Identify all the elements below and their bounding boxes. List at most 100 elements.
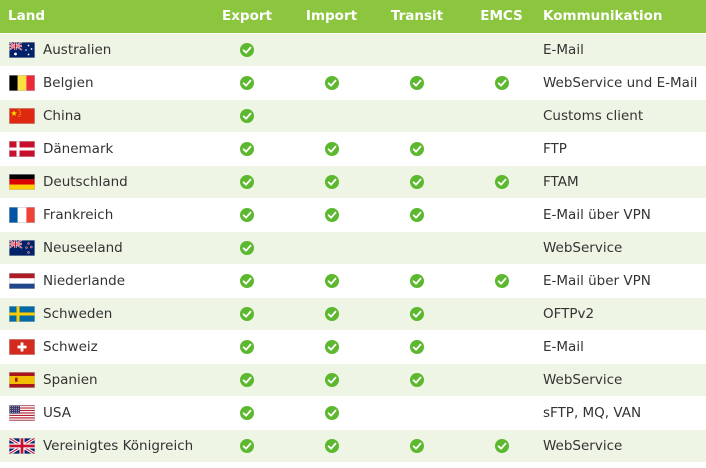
check-icon <box>324 306 339 322</box>
table-row: Spanien WebService <box>0 363 706 396</box>
check-icon <box>240 207 254 223</box>
table-row: Dänemark FTP <box>0 132 706 165</box>
cell-export <box>205 363 289 396</box>
check-icon <box>324 141 339 157</box>
check-icon <box>324 438 339 454</box>
country-name: Neuseeland <box>43 239 123 256</box>
flag-united-kingdom-icon <box>0 429 43 462</box>
cell-emcs <box>460 33 543 66</box>
cell-import <box>289 396 374 429</box>
flag-switzerland-icon <box>0 330 43 363</box>
communication-method: sFTP, MQ, VAN <box>543 404 642 421</box>
country-name: Dänemark <box>43 140 114 157</box>
check-icon <box>240 438 254 454</box>
communication-method: OFTPv2 <box>543 305 595 322</box>
check-icon <box>494 273 509 289</box>
check-icon <box>324 339 339 355</box>
table-row: Niederlande E-Mail über VPN <box>0 264 706 297</box>
cell-export <box>205 297 289 330</box>
check-icon <box>240 42 254 58</box>
cell-emcs <box>460 99 543 132</box>
country-name: China <box>43 107 82 124</box>
communication-method: WebService und E-Mail <box>543 74 698 91</box>
country-name: Schweiz <box>43 338 98 355</box>
check-icon <box>240 108 254 124</box>
communication-method: Customs client <box>543 107 644 124</box>
communication-method: E-Mail <box>543 41 584 58</box>
flag-denmark-icon <box>0 132 43 165</box>
check-icon <box>240 372 254 388</box>
cell-import <box>289 132 374 165</box>
header-emcs: EMCS <box>480 8 523 25</box>
cell-import <box>289 99 374 132</box>
country-name: Spanien <box>43 371 98 388</box>
cell-transit <box>374 396 460 429</box>
table-row: Frankreich E-Mail über VPN <box>0 198 706 231</box>
header-kommunikation: Kommunikation <box>543 8 663 25</box>
header-land: Land <box>8 8 45 25</box>
cell-transit <box>374 429 460 462</box>
cell-transit <box>374 66 460 99</box>
country-name: Belgien <box>43 74 94 91</box>
check-icon <box>494 75 509 91</box>
check-icon <box>240 75 254 91</box>
cell-emcs <box>460 429 543 462</box>
cell-emcs <box>460 165 543 198</box>
cell-import <box>289 264 374 297</box>
check-icon <box>410 306 424 322</box>
cell-export <box>205 165 289 198</box>
communication-method: WebService <box>543 371 623 388</box>
table-row: Deutschland FTAM <box>0 165 706 198</box>
cell-import <box>289 297 374 330</box>
check-icon <box>494 438 509 454</box>
cell-transit <box>374 264 460 297</box>
check-icon <box>240 339 254 355</box>
table-row: China Customs client <box>0 99 706 132</box>
cell-export <box>205 99 289 132</box>
cell-emcs <box>460 297 543 330</box>
communication-method: E-Mail <box>543 338 584 355</box>
communication-method: WebService <box>543 239 623 256</box>
check-icon <box>240 141 254 157</box>
cell-transit <box>374 33 460 66</box>
cell-emcs <box>460 264 543 297</box>
cell-emcs <box>460 132 543 165</box>
cell-emcs <box>460 363 543 396</box>
cell-export <box>205 429 289 462</box>
cell-emcs <box>460 198 543 231</box>
cell-import <box>289 165 374 198</box>
check-icon <box>324 75 339 91</box>
cell-emcs <box>460 330 543 363</box>
flag-spain-icon <box>0 363 43 396</box>
header-export: Export <box>222 8 272 25</box>
cell-import <box>289 66 374 99</box>
flag-germany-icon <box>0 165 43 198</box>
cell-emcs <box>460 66 543 99</box>
table-row: Schweiz E-Mail <box>0 330 706 363</box>
check-icon <box>410 207 424 223</box>
check-icon <box>410 339 424 355</box>
cell-import <box>289 198 374 231</box>
cell-transit <box>374 363 460 396</box>
cell-export <box>205 396 289 429</box>
check-icon <box>240 405 254 421</box>
communication-method: FTAM <box>543 173 579 190</box>
country-name: Vereinigtes Königreich <box>43 437 194 454</box>
cell-export <box>205 231 289 264</box>
cell-transit <box>374 132 460 165</box>
cell-transit <box>374 297 460 330</box>
cell-transit <box>374 231 460 264</box>
table-row: Neuseeland WebService <box>0 231 706 264</box>
check-icon <box>240 306 254 322</box>
cell-transit <box>374 165 460 198</box>
cell-export <box>205 33 289 66</box>
communication-method: E-Mail über VPN <box>543 206 651 223</box>
country-name: USA <box>43 404 71 421</box>
check-icon <box>410 174 424 190</box>
country-name: Frankreich <box>43 206 114 223</box>
check-icon <box>324 273 339 289</box>
check-icon <box>324 372 339 388</box>
flag-china-icon <box>0 99 43 132</box>
table-row: USA sFTP, MQ, VAN <box>0 396 706 429</box>
